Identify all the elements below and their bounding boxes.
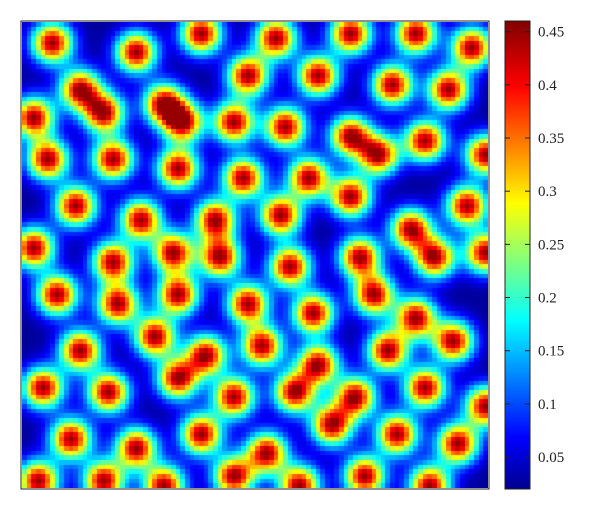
colorbar-tick-label: 0.25: [538, 237, 564, 253]
colorbar-tick-label: 0.45: [538, 25, 564, 41]
colorbar-ticks: 0.05 0.1 0.15 0.2 0.25 0.3 0.35 0.4 0.45: [505, 25, 564, 466]
colorbar-tick-label: 0.15: [538, 344, 564, 360]
colorbar-tick-label: 0.4: [538, 78, 557, 94]
heatmap-canvas: [22, 22, 488, 488]
heatmap-frame: [20, 20, 490, 490]
heatmap-image-container: [22, 22, 488, 488]
colorbar-tick-label: 0.35: [538, 131, 564, 147]
colorbar-tick-label: 0.05: [538, 450, 564, 466]
colorbar-tick-label: 0.3: [538, 184, 557, 200]
colorbar-tick-label: 0.1: [538, 397, 557, 413]
colorbar-tick-label: 0.2: [538, 291, 557, 307]
colorbar: [504, 20, 531, 490]
